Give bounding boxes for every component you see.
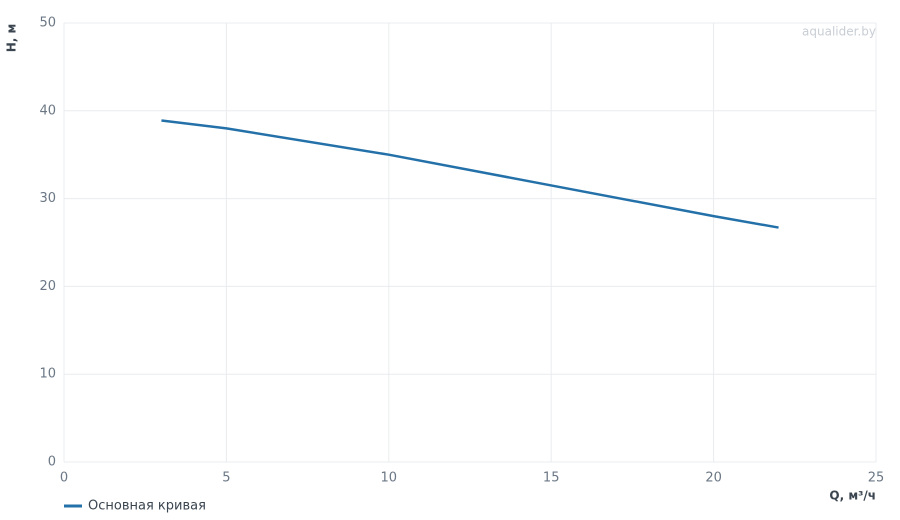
y-tick-label: 40 [39,103,56,118]
legend-label: Основная кривая [88,499,206,514]
x-tick-label: 0 [60,471,68,486]
x-tick-label: 5 [222,471,230,486]
x-tick-label: 15 [543,471,560,486]
x-tick-label: 10 [381,471,398,486]
watermark: aqualider.by [802,25,876,39]
series-line [161,119,779,229]
x-axis-title: Q, м³/ч [829,489,876,503]
x-tick-label: 20 [705,471,722,486]
y-tick-label: 30 [39,191,56,206]
y-axis-title: H, м [5,24,19,53]
y-tick-label: 10 [39,367,56,382]
y-tick-label: 20 [39,279,56,294]
y-tick-label: 0 [48,455,56,470]
x-tick-label: 25 [868,471,885,486]
y-tick-label: 50 [39,16,56,31]
